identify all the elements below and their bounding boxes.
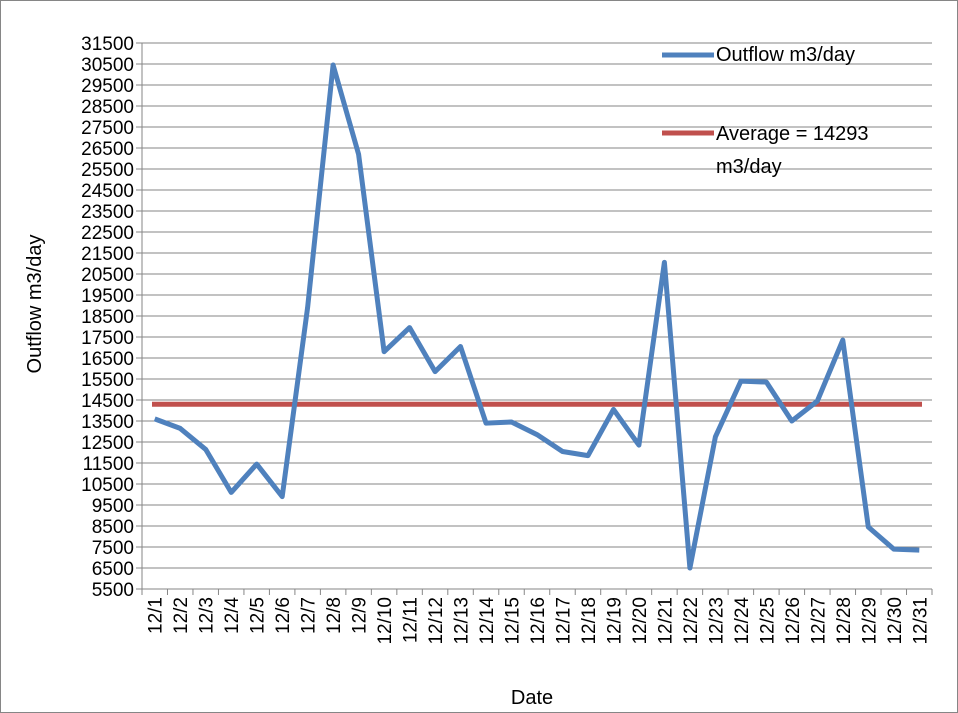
x-tick-label: 12/9 [350, 597, 371, 634]
x-tick-label: 12/18 [579, 597, 600, 645]
y-tick-label: 12500 [81, 433, 134, 454]
x-tick-label: 12/13 [452, 597, 473, 645]
x-tick-label: 12/22 [681, 597, 702, 645]
x-tick-label: 12/28 [834, 597, 855, 645]
y-tick-label: 8500 [92, 517, 134, 538]
y-tick-label: 10500 [81, 475, 134, 496]
x-tick-label: 12/17 [553, 597, 574, 645]
x-tick-label: 12/25 [757, 597, 778, 645]
x-axis-title: Date [511, 687, 553, 709]
series-lines [152, 62, 922, 571]
y-tick-label: 9500 [92, 496, 134, 517]
y-tick-label: 30500 [81, 55, 134, 76]
y-tick-label: 5500 [92, 580, 134, 601]
x-tick-label: 12/12 [426, 597, 447, 645]
y-tick-label: 31500 [81, 34, 134, 55]
y-tick-label: 27500 [81, 118, 134, 139]
y-tick-label: 17500 [81, 328, 134, 349]
x-tick-label: 12/19 [604, 597, 625, 645]
legend: Outflow m3/day Average = 14293 m3/day [662, 44, 869, 178]
x-tick-label: 12/1 [146, 597, 167, 634]
y-tick-label: 22500 [81, 223, 134, 244]
y-tick-label: 25500 [81, 160, 134, 181]
gridlines [136, 42, 933, 595]
y-tick-label: 20500 [81, 265, 134, 286]
y-tick-label: 23500 [81, 202, 134, 223]
y-tick-label: 21500 [81, 244, 134, 265]
y-tick-label: 13500 [81, 412, 134, 433]
series-line-outflow [153, 62, 920, 571]
y-tick-label: 28500 [81, 97, 134, 118]
x-tick-label: 12/23 [706, 597, 727, 645]
x-tick-label: 12/3 [197, 597, 218, 634]
y-tick-label: 14500 [81, 391, 134, 412]
y-axis-ticks: 5500650075008500950010500115001250013500… [81, 34, 134, 601]
x-tick-label: 12/29 [859, 597, 880, 645]
legend-label-average-unit: m3/day [716, 156, 782, 178]
legend-label-average: Average = 14293 [716, 123, 869, 145]
y-tick-label: 7500 [92, 538, 134, 559]
legend-label-outflow: Outflow m3/day [716, 44, 855, 66]
y-tick-label: 19500 [81, 286, 134, 307]
y-tick-label: 26500 [81, 139, 134, 160]
x-tick-label: 12/30 [885, 597, 906, 645]
x-tick-label: 12/14 [477, 597, 498, 645]
y-tick-label: 29500 [81, 76, 134, 97]
x-tick-label: 12/4 [222, 597, 243, 634]
x-tick-label: 12/21 [655, 597, 676, 645]
x-tick-label: 12/20 [630, 597, 651, 645]
x-tick-label: 12/7 [299, 597, 320, 634]
x-tick-label: 12/5 [248, 597, 269, 634]
y-tick-label: 18500 [81, 307, 134, 328]
x-tick-label: 12/6 [273, 597, 294, 634]
y-tick-label: 16500 [81, 349, 134, 370]
x-tick-label: 12/27 [808, 597, 829, 645]
y-tick-label: 11500 [83, 454, 134, 475]
x-tick-label: 12/24 [732, 597, 753, 645]
x-tick-label: 12/11 [401, 597, 422, 643]
y-tick-label: 6500 [92, 559, 134, 580]
x-tick-label: 12/26 [783, 597, 804, 645]
x-tick-label: 12/16 [528, 597, 549, 645]
x-axis-ticks: 12/1 12/2 12/3 12/4 12/5 12/6 12/7 12/8 12/9 12/1… [146, 597, 932, 645]
y-tick-label: 24500 [81, 181, 134, 202]
x-tick-label: 12/8 [324, 597, 345, 634]
y-axis-title: Outflow m3/day [24, 235, 46, 374]
x-tick-label: 12/15 [503, 597, 524, 645]
y-tick-label: 15500 [81, 370, 134, 391]
x-tick-label: 12/31 [910, 597, 931, 645]
x-tick-label: 12/2 [171, 597, 192, 634]
x-tick-label: 12/10 [375, 597, 396, 645]
